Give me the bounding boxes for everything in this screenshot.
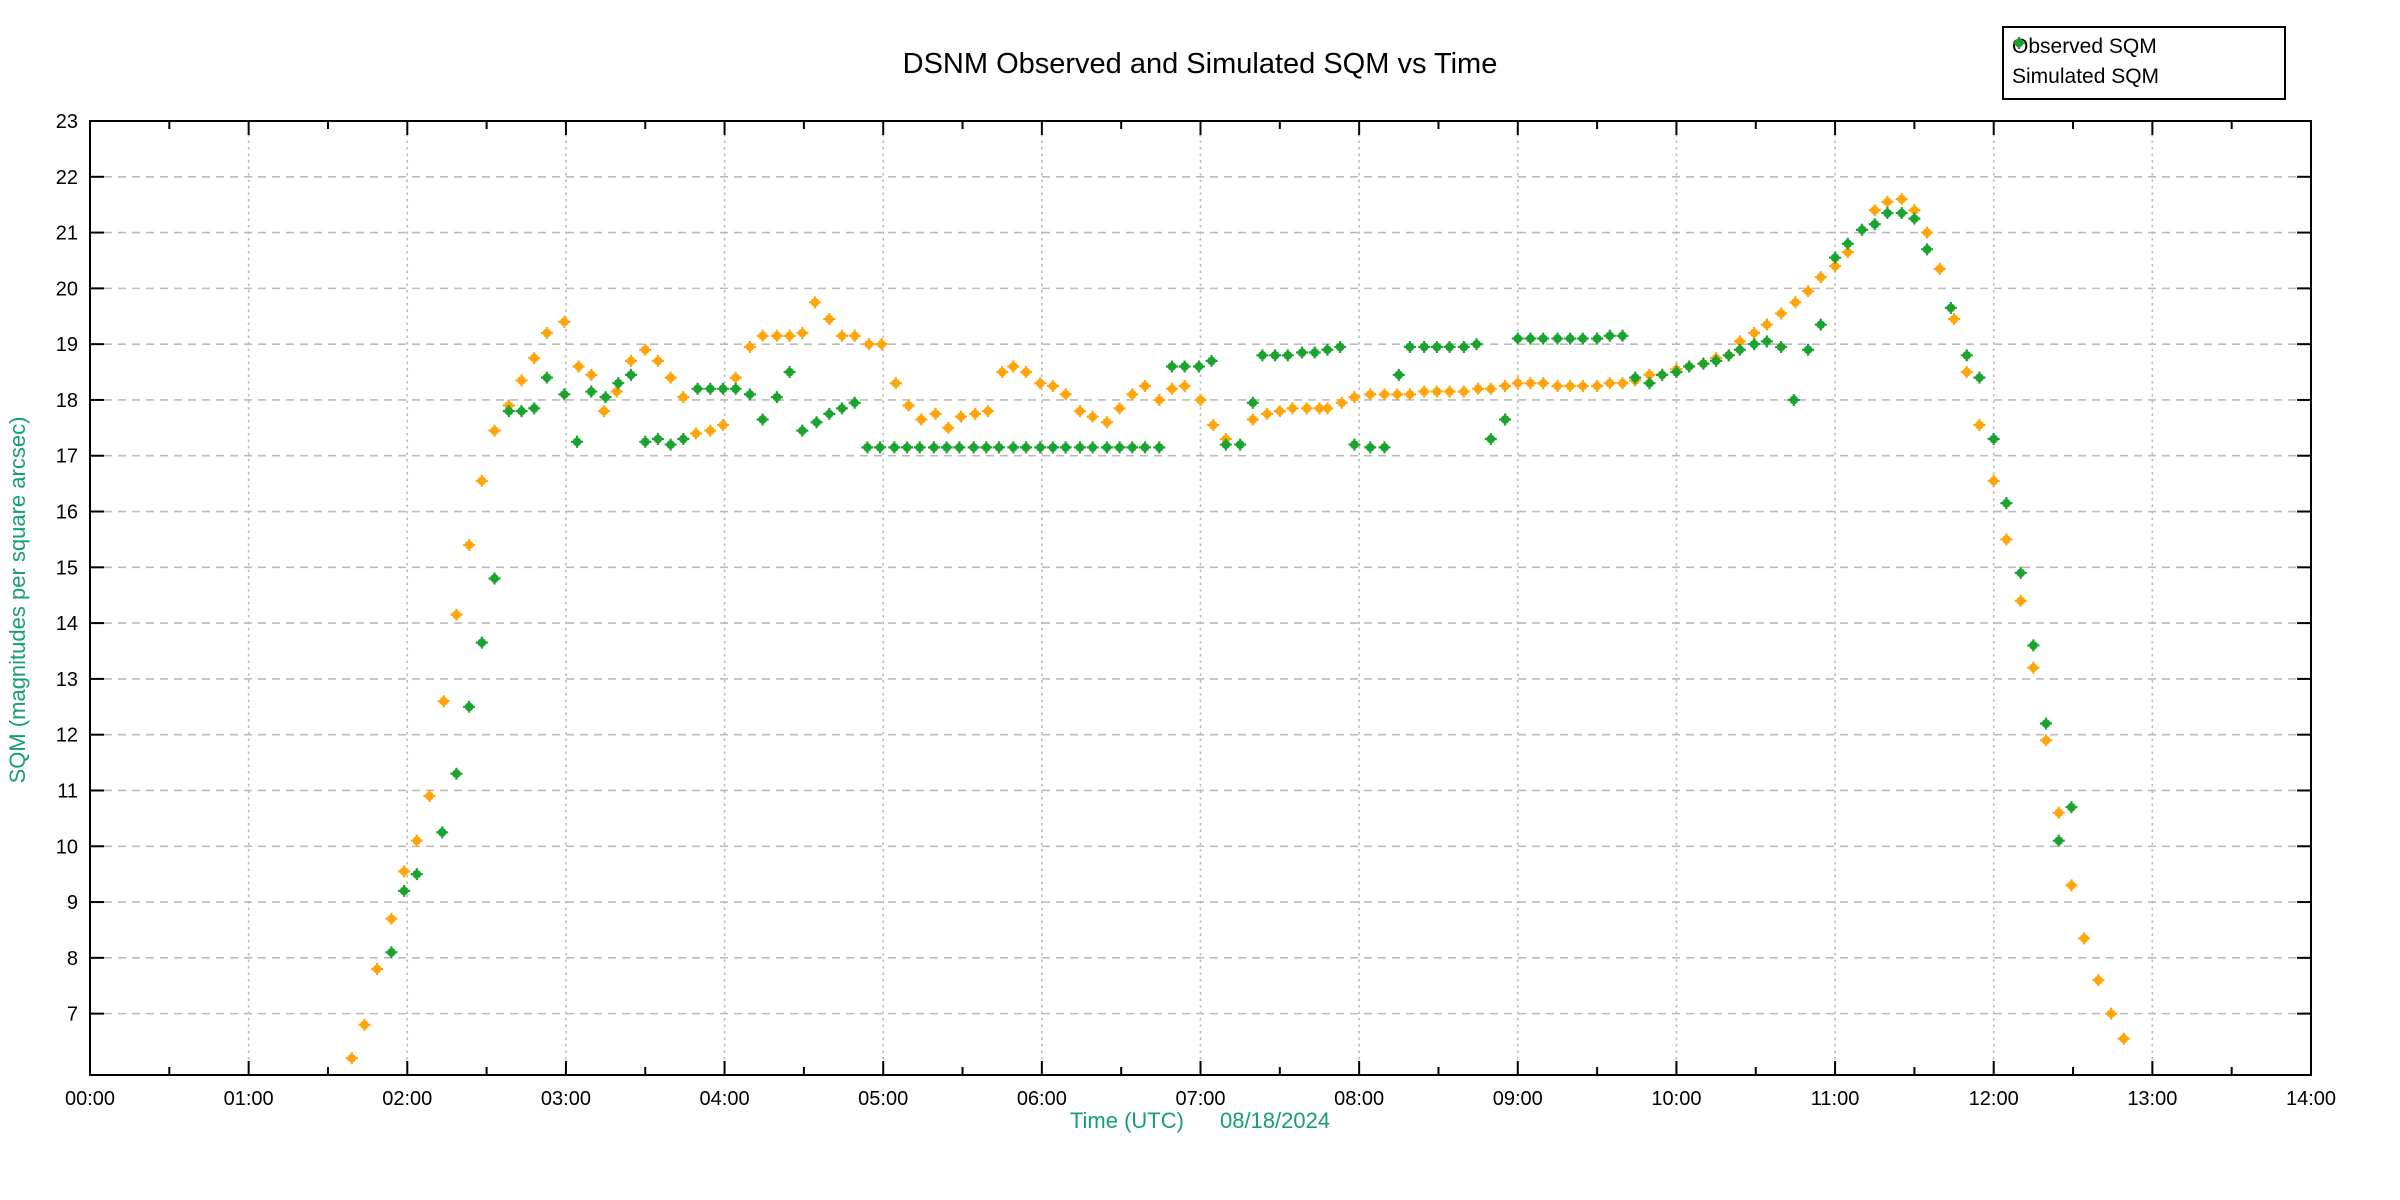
y-axis-label: SQM (magnitudes per square arcsec) — [5, 416, 30, 784]
x-tick-label: 04:00 — [700, 1088, 750, 1110]
legend: Observed SQM Simulated SQM — [2002, 26, 2286, 100]
y-tick-label: 16 — [56, 502, 78, 524]
y-tick-label: 17 — [56, 446, 78, 468]
y-tick-label: 18 — [56, 390, 78, 412]
x-tick-label: 05:00 — [858, 1088, 908, 1110]
y-tick-label: 11 — [57, 780, 78, 802]
x-tick-label: 11:00 — [1811, 1088, 1860, 1110]
simulated-series-points — [385, 207, 2078, 959]
x-tick-label: 08:00 — [1334, 1088, 1384, 1110]
legend-item-simulated: Simulated SQM — [2012, 37, 2276, 92]
y-tick-label: 13 — [56, 669, 78, 691]
legend-label-simulated: Simulated SQM — [2012, 65, 2160, 88]
x-axis-label: Time (UTC) 08/18/2024 — [0, 1108, 2400, 1134]
legend-item-observed: Observed SQM — [2012, 32, 2276, 62]
y-tick-label: 7 — [67, 1004, 78, 1026]
x-axis-date: 08/18/2024 — [1219, 1108, 1331, 1133]
x-tick-label: 03:00 — [541, 1088, 591, 1110]
observed-series-points — [345, 193, 2130, 1065]
gridlines — [90, 121, 2311, 1075]
x-tick-labels: 00:00 01:00 02:00 03:00 04:00 05:00 06:00 07:00… — [65, 1088, 2336, 1110]
x-tick-label: 06:00 — [1017, 1088, 1067, 1110]
x-tick-label: 00:00 — [65, 1088, 115, 1110]
y-tick-label: 8 — [67, 948, 78, 970]
x-tick-label: 02:00 — [382, 1088, 432, 1110]
y-tick-label: 21 — [56, 223, 78, 245]
legend-label-observed: Observed SQM — [2012, 35, 2157, 58]
y-tick-labels: 7 8 9 10 11 12 13 14 15 16 17 18 19 20 21 22 23 — [56, 111, 78, 1026]
y-tick-label: 23 — [56, 111, 78, 133]
x-tick-label: 12:00 — [1969, 1088, 2019, 1110]
axis-ticks — [89, 120, 2312, 1075]
y-tick-label: 9 — [67, 892, 78, 914]
x-tick-label: 13:00 — [2127, 1088, 2177, 1110]
x-tick-label: 09:00 — [1493, 1088, 1543, 1110]
y-tick-label: 20 — [56, 278, 78, 300]
simulated-marker-icon — [2013, 37, 2025, 49]
x-axis-label-text: Time (UTC) — [1069, 1108, 1184, 1133]
y-tick-label: 19 — [56, 334, 78, 356]
x-tick-label: 01:00 — [224, 1088, 274, 1110]
y-tick-label: 15 — [56, 557, 78, 579]
x-tick-label: 07:00 — [1175, 1088, 1225, 1110]
x-tick-label: 14:00 — [2286, 1088, 2336, 1110]
x-tick-label: 10:00 — [1651, 1088, 1701, 1110]
y-tick-label: 10 — [56, 836, 78, 858]
chart-title: DSNM Observed and Simulated SQM vs Time — [902, 48, 1498, 80]
y-tick-label: 22 — [56, 167, 78, 189]
y-tick-label: 12 — [56, 725, 78, 747]
y-tick-label: 14 — [56, 613, 78, 635]
